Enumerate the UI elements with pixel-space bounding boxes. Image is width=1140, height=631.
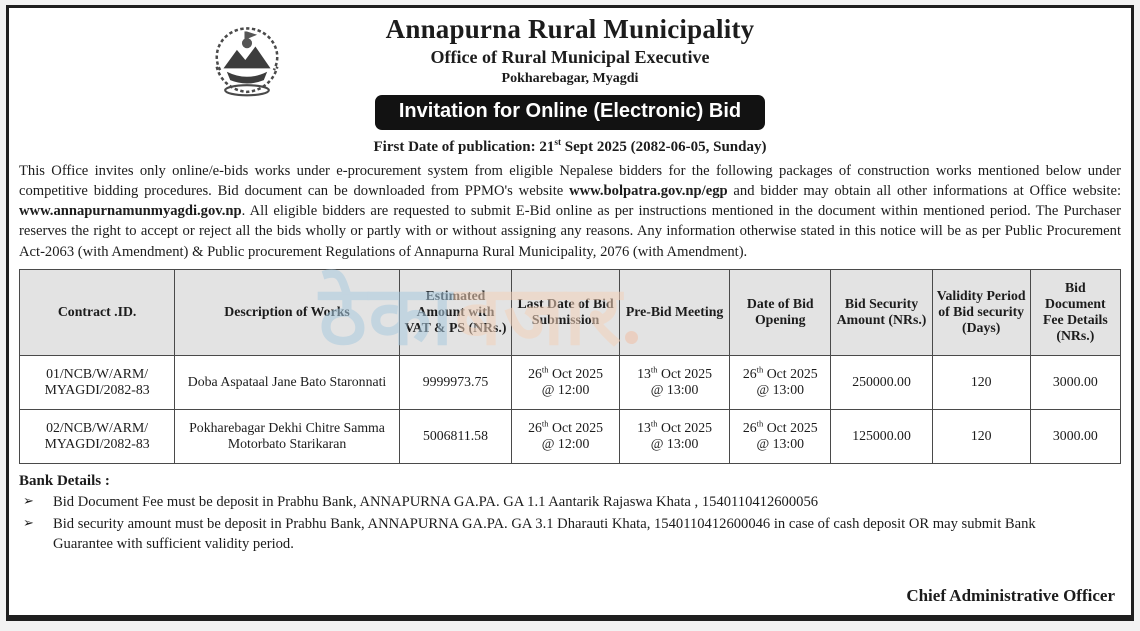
ppmo-website-url: www.bolpatra.gov.np/egp: [569, 183, 728, 200]
banner-container: Invitation for Online (Electronic) Bid: [19, 95, 1121, 130]
intro-text-2: and bidder may obtain all other informat…: [727, 183, 1122, 200]
cell-description: Pokharebagar Dekhi Chitre Samma Motorbat…: [174, 408, 400, 464]
bank-detail-item: ➢ Bid security amount must be deposit in…: [19, 515, 1121, 554]
invitation-banner: Invitation for Online (Electronic) Bid: [374, 95, 766, 130]
cell-validity: 120: [931, 354, 1031, 410]
document-header: Annapurna Rural Municipality Office of R…: [19, 14, 1121, 97]
cell-estimated-amount: 5006811.58: [398, 408, 513, 464]
bank-detail-text: Bid Document Fee must be deposit in Prab…: [53, 493, 819, 510]
cell-validity: 120: [931, 408, 1031, 464]
office-subtitle: Office of Rural Municipal Executive: [430, 47, 710, 67]
header-estimated-amount: Estimated Amount with VAT & PS (NRs.): [398, 268, 513, 356]
office-website-url: www.annapurnamunmyagdi.gov.np: [19, 203, 242, 220]
bid-table-zone: ठेकाबजार Contract .ID. Description of Wo…: [18, 268, 1122, 464]
signature-title: Chief Administrative Officer: [906, 586, 1115, 605]
cell-bid-opening: 26th Oct 2025 @ 13:00: [729, 354, 832, 410]
notice-body-paragraph: This Office invites only online/e-bids w…: [19, 161, 1121, 262]
cell-bid-security: 125000.00: [830, 408, 933, 464]
bank-detail-text: Bid security amount must be deposit in P…: [53, 516, 1036, 552]
cell-bid-opening: 26th Oct 2025 @ 13:00: [729, 408, 832, 464]
header-bid-security: Bid Security Amount (NRs.): [830, 268, 933, 356]
arrow-bullet-icon: ➢: [23, 516, 34, 532]
notice-document: Annapurna Rural Municipality Office of R…: [6, 5, 1134, 621]
intro-text-1: This Office invites only online/e-bids w…: [19, 163, 1121, 200]
cell-last-date: 26th Oct 2025 @ 12:00: [511, 354, 621, 410]
intro-text-3: . All eligible bidders are requested to …: [19, 203, 1121, 260]
table-row: 02/NCB/W/ARM/ MYAGDI/2082-83 Pokharebaga…: [18, 408, 1122, 464]
cell-pre-bid: 13th Oct 2025 @ 13:00: [619, 354, 731, 410]
nepal-emblem-icon: [205, 18, 289, 102]
header-bid-opening: Date of Bid Opening: [729, 268, 832, 356]
cell-doc-fee: 3000.00: [1029, 408, 1122, 464]
table-row: 01/NCB/W/ARM/ MYAGDI/2082-83 Doba Aspata…: [18, 354, 1122, 410]
publication-rest: Sept 2025 (2082-06-05, Sunday): [561, 139, 767, 155]
cell-contract-id: 01/NCB/W/ARM/ MYAGDI/2082-83: [18, 354, 176, 410]
publication-prefix: First Date of publication: 21: [373, 139, 555, 155]
cell-doc-fee: 3000.00: [1029, 354, 1122, 410]
bank-detail-item: ➢ Bid Document Fee must be deposit in Pr…: [19, 493, 1121, 513]
cell-contract-id: 02/NCB/W/ARM/ MYAGDI/2082-83: [18, 408, 176, 464]
cell-last-date: 26th Oct 2025 @ 12:00: [511, 408, 621, 464]
table-header-row: Contract .ID. Description of Works Estim…: [18, 268, 1122, 356]
bid-packages-table: Contract .ID. Description of Works Estim…: [18, 268, 1122, 464]
cell-pre-bid: 13th Oct 2025 @ 13:00: [619, 408, 731, 464]
header-last-date: Last Date of Bid Submission: [511, 268, 621, 356]
bank-details-heading: Bank Details :: [19, 472, 110, 489]
publication-ordinal: st: [554, 138, 562, 148]
office-location: Pokharebagar, Myagdi: [501, 71, 639, 86]
header-doc-fee: Bid Document Fee Details (NRs.): [1029, 268, 1122, 356]
publication-date-line: First Date of publication: 21st Sept 202…: [19, 138, 1121, 156]
cell-bid-security: 250000.00: [830, 354, 933, 410]
bank-details-section: Bank Details : ➢ Bid Document Fee must b…: [19, 473, 1121, 555]
header-contract-id: Contract .ID.: [18, 268, 176, 356]
header-pre-bid: Pre-Bid Meeting: [619, 268, 731, 356]
cell-description: Doba Aspataal Jane Bato Staronnati: [174, 354, 400, 410]
cell-estimated-amount: 9999973.75: [398, 354, 513, 410]
municipality-title: Annapurna Rural Municipality: [385, 14, 755, 44]
arrow-bullet-icon: ➢: [23, 493, 34, 509]
header-validity: Validity Period of Bid security (Days): [931, 268, 1031, 356]
header-description: Description of Works: [174, 268, 400, 356]
